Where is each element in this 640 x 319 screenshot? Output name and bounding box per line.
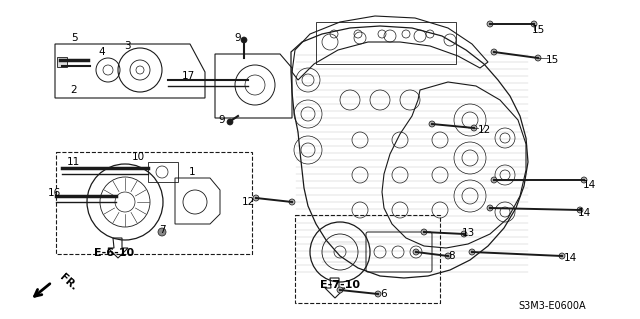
Circle shape — [337, 287, 343, 293]
Circle shape — [227, 119, 233, 125]
Text: 5: 5 — [72, 33, 78, 43]
Text: FR.: FR. — [58, 272, 79, 292]
Text: 2: 2 — [70, 85, 77, 95]
Text: 9: 9 — [235, 33, 241, 43]
Text: 1: 1 — [189, 167, 195, 177]
Text: 12: 12 — [241, 197, 255, 207]
FancyBboxPatch shape — [57, 57, 67, 67]
Circle shape — [421, 229, 427, 235]
Circle shape — [535, 55, 541, 61]
Circle shape — [487, 205, 493, 211]
Circle shape — [241, 37, 247, 43]
Text: 14: 14 — [582, 180, 596, 190]
Circle shape — [581, 177, 587, 183]
Text: 14: 14 — [577, 208, 591, 218]
Text: 6: 6 — [381, 289, 387, 299]
Circle shape — [559, 253, 565, 259]
Text: S3M3-E0600A: S3M3-E0600A — [518, 301, 586, 311]
Text: 10: 10 — [131, 152, 145, 162]
Text: E-7-10: E-7-10 — [320, 280, 360, 290]
Circle shape — [429, 121, 435, 127]
Circle shape — [469, 249, 475, 255]
Circle shape — [471, 125, 477, 131]
Text: E-6-10: E-6-10 — [94, 248, 134, 258]
Circle shape — [491, 177, 497, 183]
Text: 12: 12 — [477, 125, 491, 135]
Text: 15: 15 — [545, 55, 559, 65]
Text: 16: 16 — [47, 188, 61, 198]
Circle shape — [491, 49, 497, 55]
Text: 4: 4 — [99, 47, 106, 57]
Circle shape — [531, 21, 537, 27]
Circle shape — [461, 231, 467, 237]
Circle shape — [289, 199, 295, 205]
Circle shape — [577, 207, 583, 213]
Circle shape — [158, 228, 166, 236]
Text: 8: 8 — [449, 251, 455, 261]
Text: 3: 3 — [124, 41, 131, 51]
Text: 13: 13 — [461, 228, 475, 238]
Circle shape — [487, 21, 493, 27]
Circle shape — [375, 291, 381, 297]
Text: 15: 15 — [531, 25, 545, 35]
Circle shape — [253, 195, 259, 201]
Circle shape — [413, 249, 419, 255]
Text: 17: 17 — [181, 71, 195, 81]
Text: 11: 11 — [67, 157, 79, 167]
Text: 14: 14 — [563, 253, 577, 263]
Text: 7: 7 — [159, 225, 165, 235]
Circle shape — [445, 253, 451, 259]
Text: 9: 9 — [219, 115, 225, 125]
